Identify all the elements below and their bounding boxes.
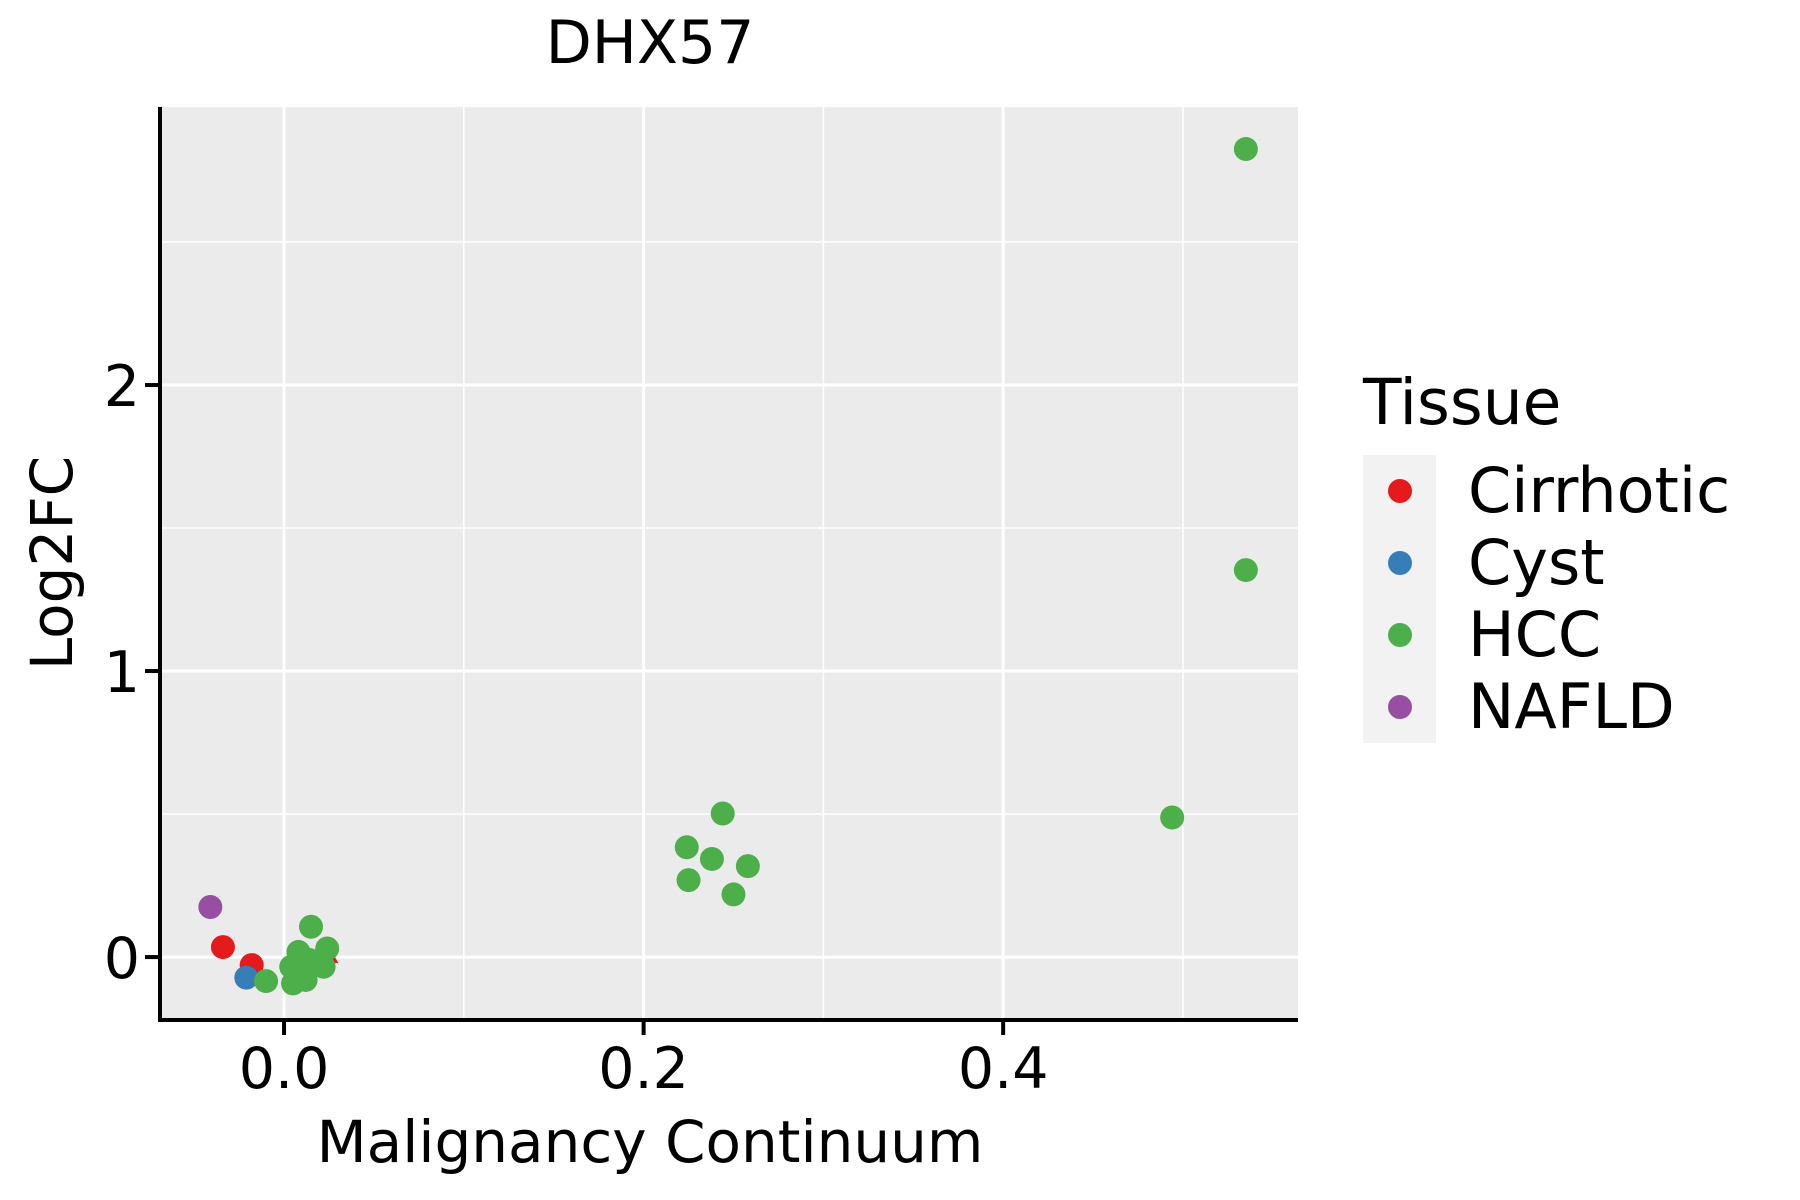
plot-panel	[160, 107, 1298, 1020]
legend-item-hcc: HCC	[1363, 599, 1730, 671]
point-hcc	[254, 969, 279, 994]
point-hcc	[699, 846, 724, 871]
cirrhotic-dot-icon	[1387, 479, 1412, 503]
x-tick-label: 0.0	[239, 1036, 330, 1102]
hcc-dot-icon	[1387, 623, 1412, 647]
x-axis-title: Malignancy Continuum	[316, 1108, 984, 1176]
nafld-dot-icon	[1387, 695, 1412, 719]
x-tick-label: 0.4	[958, 1036, 1049, 1102]
point-cyst	[234, 965, 259, 990]
point-hcc	[299, 914, 324, 939]
point-hcc	[1233, 137, 1258, 162]
point-hcc	[735, 854, 760, 879]
legend-label: Cirrhotic	[1468, 454, 1731, 527]
point-hcc	[676, 868, 701, 893]
cyst-dot-icon	[1387, 551, 1412, 575]
point-hcc	[1160, 805, 1185, 830]
legend-title: Tissue	[1363, 366, 1562, 439]
legend-label: HCC	[1468, 598, 1602, 671]
legend-item-cyst: Cyst	[1363, 527, 1730, 599]
point-hcc	[293, 967, 318, 992]
legend: Tissue Cirrhotic Cyst HCC NAFLD	[1363, 366, 1730, 743]
legend-key	[1363, 671, 1436, 743]
plot-title: DHX57	[545, 8, 755, 78]
point-hcc	[1233, 558, 1258, 583]
point-nafld	[198, 895, 223, 920]
legend-label: NAFLD	[1468, 670, 1675, 743]
y-tick-label: 1	[104, 640, 140, 706]
legend-item-cirrhotic: Cirrhotic	[1363, 455, 1730, 527]
legend-key	[1363, 527, 1436, 599]
point-cirrhotic	[210, 935, 235, 960]
legend-key	[1363, 599, 1436, 671]
point-hcc	[297, 947, 322, 972]
point-hcc	[315, 936, 340, 961]
point-hcc	[710, 801, 735, 826]
point-hcc	[721, 882, 746, 907]
x-tick-label: 0.2	[598, 1036, 689, 1102]
y-tick-label: 0	[104, 926, 140, 992]
point-hcc	[674, 835, 699, 860]
legend-item-nafld: NAFLD	[1363, 671, 1730, 743]
y-tick-label: 2	[104, 354, 140, 420]
legend-items: Cirrhotic Cyst HCC NAFLD	[1363, 455, 1730, 743]
legend-key	[1363, 455, 1436, 527]
legend-label: Cyst	[1468, 526, 1605, 599]
